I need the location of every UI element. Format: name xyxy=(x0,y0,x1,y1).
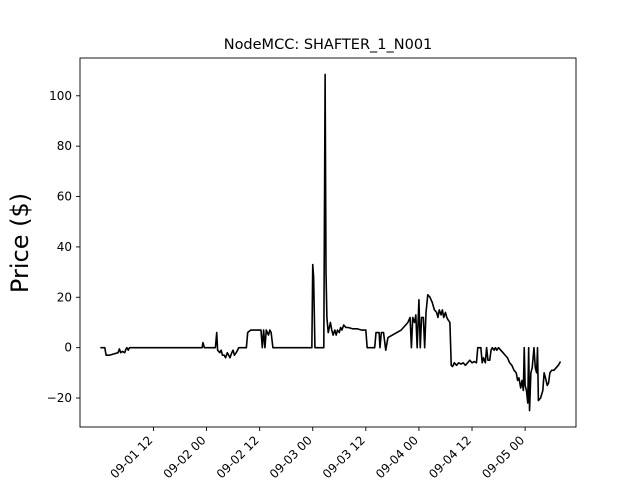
y-tick-label-0: −20 xyxy=(47,391,72,405)
y-tick-label-6: 100 xyxy=(49,89,72,103)
y-tick-label-3: 40 xyxy=(57,240,72,254)
y-tick-label-4: 60 xyxy=(57,190,72,204)
y-tick-label-1: 0 xyxy=(64,341,72,355)
axes-frame xyxy=(79,57,577,428)
y-axis-label: Price ($) xyxy=(6,193,34,293)
y-tick-label-2: 20 xyxy=(57,290,72,304)
y-tick-label-5: 80 xyxy=(57,139,72,153)
series-line-0 xyxy=(100,73,562,412)
chart-title: NodeMCC: SHAFTER_1_N001 xyxy=(224,37,433,53)
